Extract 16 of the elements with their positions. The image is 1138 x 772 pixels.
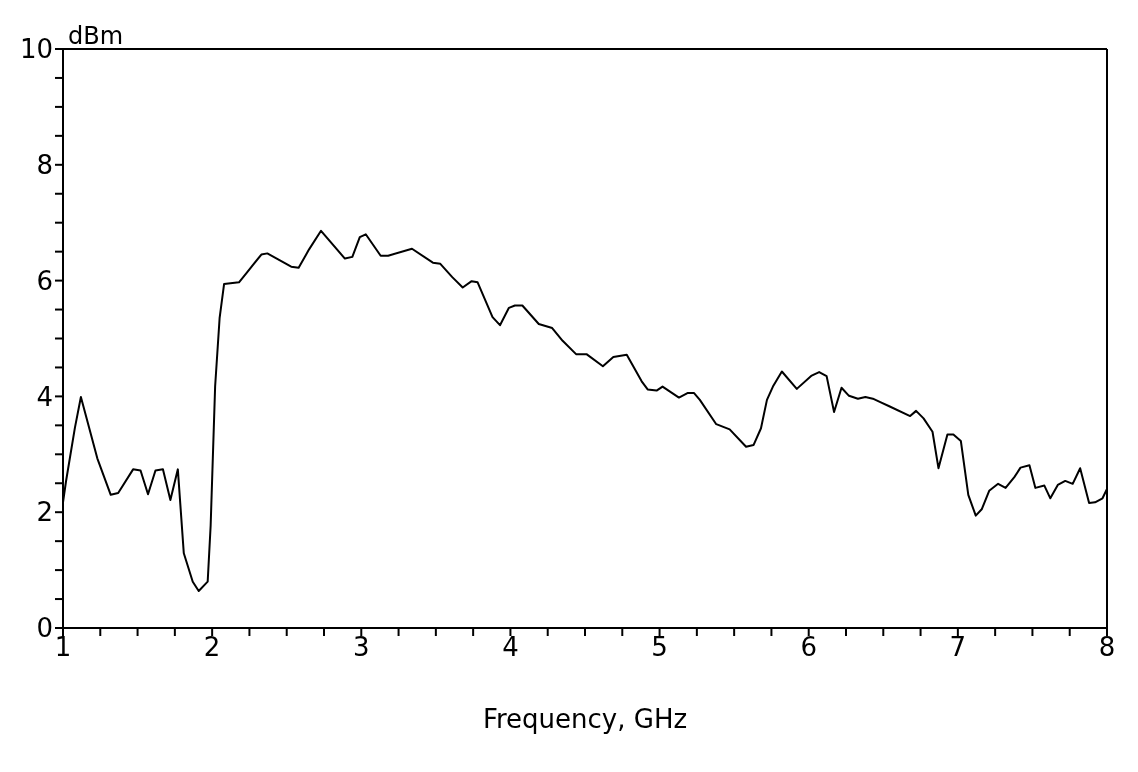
- y-tick-label: 6: [36, 265, 53, 296]
- y-tick-label: 0: [36, 613, 53, 644]
- x-tick-label: 6: [800, 632, 817, 663]
- x-tick-label: 8: [1098, 632, 1116, 663]
- x-tick-label: 2: [203, 632, 221, 663]
- x-axis-title: Frequency, GHz: [482, 704, 688, 734]
- x-tick-label: 3: [353, 632, 370, 663]
- x-tick-label: 4: [502, 632, 519, 663]
- y-tick-label: 4: [36, 381, 53, 412]
- y-axis-title: dBm: [68, 22, 124, 50]
- y-tick-label: 8: [36, 150, 53, 181]
- x-tick-label: 5: [651, 632, 668, 663]
- y-tick-label: 10: [19, 34, 53, 65]
- y-tick-label: 2: [36, 497, 53, 528]
- x-tick-label: 1: [54, 632, 72, 663]
- x-tick-label: 7: [949, 632, 967, 663]
